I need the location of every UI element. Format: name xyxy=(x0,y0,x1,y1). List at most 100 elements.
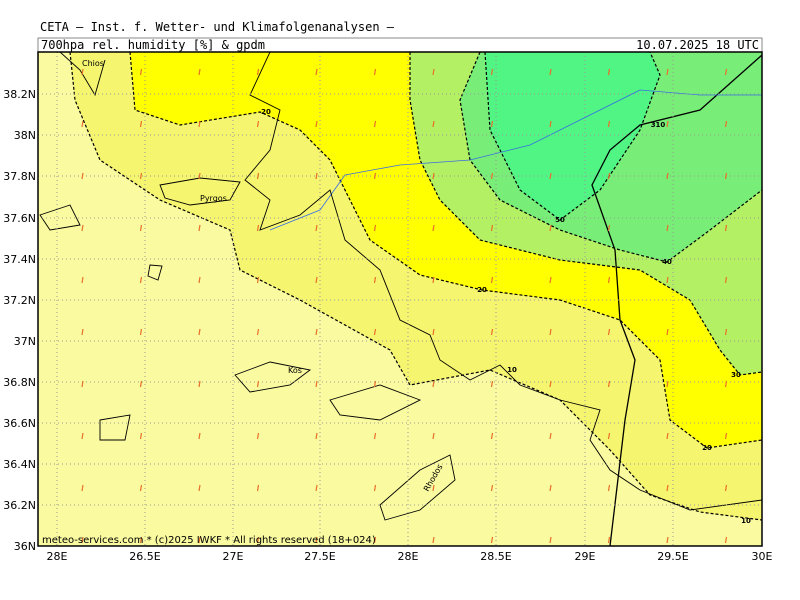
wind-arrow xyxy=(373,68,377,76)
wind-arrow xyxy=(373,432,377,440)
wind-arrow xyxy=(198,328,201,336)
wind-arrow xyxy=(490,536,494,544)
wind-arrow xyxy=(666,328,669,336)
wind-arrow xyxy=(373,120,377,128)
wind-arrow xyxy=(549,172,552,180)
wind-arrow xyxy=(607,536,611,544)
lon-label: 29E xyxy=(575,550,596,563)
wind-arrow xyxy=(198,224,201,232)
wind-arrow xyxy=(432,224,435,232)
wind-arrow xyxy=(198,276,201,284)
lat-label: 37.8N xyxy=(3,170,36,183)
wind-arrow xyxy=(607,276,611,284)
wind-arrow xyxy=(724,120,728,128)
wind-arrow xyxy=(607,224,611,232)
wind-arrow xyxy=(315,172,318,180)
wind-arrow xyxy=(315,68,318,76)
wind-arrow xyxy=(81,380,84,388)
wind-arrow xyxy=(315,432,318,440)
wind-arrow xyxy=(432,172,435,180)
wind-arrow xyxy=(724,432,728,440)
wind-arrow xyxy=(432,276,435,284)
contour-label: 20 xyxy=(702,444,712,452)
wind-arrow xyxy=(432,120,435,128)
wind-arrow xyxy=(139,224,143,232)
wind-arrow xyxy=(549,380,552,388)
wind-arrow xyxy=(81,536,84,544)
wind-arrow xyxy=(490,224,494,232)
wind-arrow xyxy=(81,224,84,232)
place-name: Chios xyxy=(82,59,104,68)
wind-arrow xyxy=(607,68,611,76)
contour-label: 10 xyxy=(507,366,517,374)
wind-arrow xyxy=(549,224,552,232)
wind-arrow xyxy=(490,120,494,128)
wind-arrow xyxy=(607,432,611,440)
wind-arrow xyxy=(549,484,552,492)
wind-arrow xyxy=(490,484,494,492)
wind-arrow xyxy=(315,484,318,492)
place-name: Kos xyxy=(288,366,302,375)
wind-arrow xyxy=(490,328,494,336)
wind-arrow xyxy=(139,380,143,388)
wind-arrow xyxy=(81,328,84,336)
wind-arrow xyxy=(607,380,611,388)
wind-arrow xyxy=(724,224,728,232)
contour-label: 20 xyxy=(477,286,487,294)
wind-arrow xyxy=(373,380,377,388)
wind-arrow xyxy=(198,68,201,76)
wind-arrow xyxy=(139,172,143,180)
wind-arrow xyxy=(666,68,669,76)
wind-arrow xyxy=(607,328,611,336)
wind-arrow xyxy=(490,380,494,388)
wind-arrow xyxy=(373,328,377,336)
wind-arrow xyxy=(81,120,84,128)
lon-label: 30E xyxy=(752,550,773,563)
wind-arrow xyxy=(432,432,435,440)
wind-arrow xyxy=(198,432,201,440)
wind-arrow xyxy=(198,484,201,492)
wind-arrow xyxy=(373,484,377,492)
lon-label: 26.5E xyxy=(129,550,160,563)
valid-time: 10.07.2025 18 UTC xyxy=(636,38,759,52)
footer: meteo-services.com * (c)2025 IWKF * All … xyxy=(42,535,376,546)
lat-label: 38N xyxy=(14,129,36,142)
wind-arrow xyxy=(490,276,494,284)
lat-label: 37.4N xyxy=(3,253,36,266)
wind-arrow xyxy=(666,120,669,128)
wind-arrow xyxy=(549,328,552,336)
wind-arrow xyxy=(315,224,318,232)
wind-arrow xyxy=(315,380,318,388)
contours xyxy=(69,52,762,521)
wind-arrow xyxy=(607,172,611,180)
grid xyxy=(38,52,762,546)
contour-label: 10 xyxy=(741,517,751,525)
wind-arrow xyxy=(139,432,143,440)
lat-label: 36N xyxy=(14,540,36,553)
wind-arrow xyxy=(373,536,377,544)
wind-arrow xyxy=(198,172,201,180)
wind-arrow xyxy=(490,68,494,76)
contour-label: 50 xyxy=(555,216,565,224)
lat-label: 36.6N xyxy=(3,417,36,430)
contour-label: 20 xyxy=(261,108,271,116)
wind-arrow xyxy=(256,380,260,388)
wind-arrow xyxy=(256,224,260,232)
wind-arrow xyxy=(373,224,377,232)
wind-arrow xyxy=(666,224,669,232)
wind-arrow xyxy=(724,328,728,336)
wind-arrow xyxy=(432,380,435,388)
wind-arrow xyxy=(549,432,552,440)
lon-label: 28E xyxy=(47,550,68,563)
lat-label: 36.2N xyxy=(3,499,36,512)
wind-arrow xyxy=(198,380,201,388)
wind-arrow xyxy=(432,536,435,544)
wind-arrow xyxy=(666,380,669,388)
contour-label: 30 xyxy=(731,371,741,379)
wind-arrow xyxy=(549,536,552,544)
wind-arrow xyxy=(139,68,143,76)
wind-arrow xyxy=(198,120,201,128)
wind-arrow xyxy=(256,120,260,128)
lon-label: 27.5E xyxy=(304,550,335,563)
